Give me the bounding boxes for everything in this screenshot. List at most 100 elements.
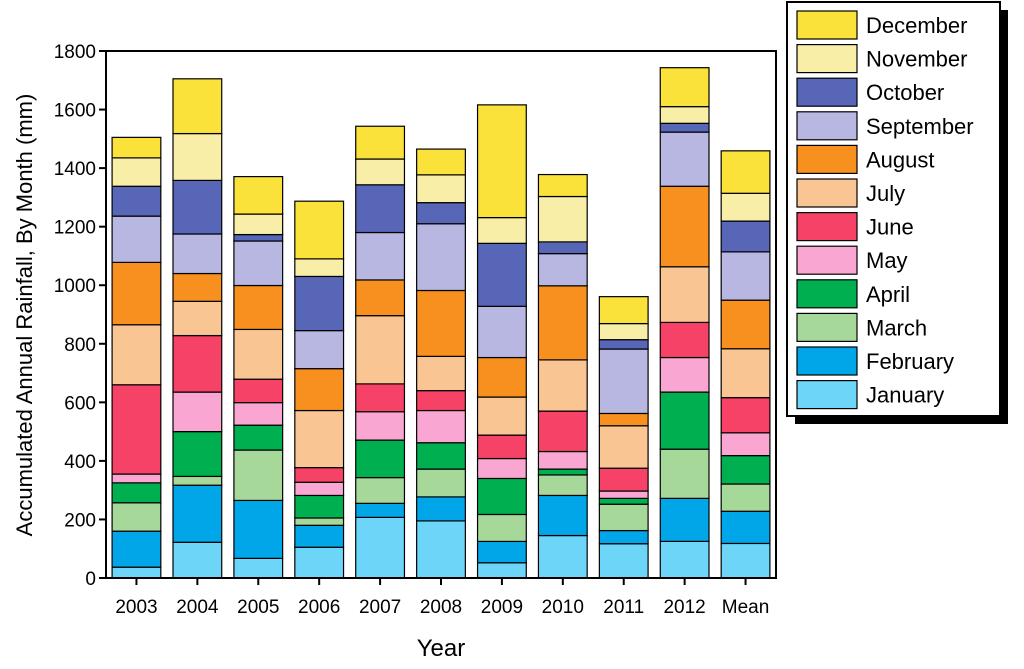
bar-Mean-january (720, 542, 771, 579)
bar-2012-april (659, 391, 710, 450)
y-tick-label: 1800 (54, 42, 96, 63)
bar-2010-april (537, 468, 588, 476)
bar-2010-june (537, 410, 588, 453)
bar-2007-june (355, 383, 406, 413)
bar-2011-june (598, 467, 649, 492)
bar-2012-june (659, 321, 710, 359)
bar-2004-may (172, 391, 223, 433)
bar-2007-july (355, 315, 406, 385)
bar-2004-august (172, 272, 223, 302)
y-axis-label: Accumulated Annual Rainfall, By Month (m… (12, 94, 37, 537)
bar-2010-september (537, 253, 588, 287)
bar-2005-october (233, 233, 284, 242)
bar-2008-may (416, 409, 466, 444)
bar-2004-february (172, 484, 223, 543)
bar-2011-august (598, 412, 649, 427)
bar-2005-april (233, 424, 284, 451)
x-tick-label: 2007 (359, 597, 401, 618)
y-tick-label: 0 (85, 569, 96, 590)
legend-swatch-december (796, 10, 858, 40)
bar-2012-december (659, 67, 710, 108)
legend-swatch-october (796, 77, 858, 107)
bar-2011-september (598, 348, 649, 415)
bar-2008-july (416, 355, 466, 392)
bar-2003-july (111, 324, 162, 386)
x-axis-label: Year (417, 635, 466, 662)
bar-2008-november (416, 174, 466, 204)
bar-2007-december (355, 125, 406, 160)
bar-Mean-november (720, 192, 771, 222)
bar-2003-november (111, 157, 162, 187)
bar-2011-march (598, 503, 649, 532)
legend-label-june: June (866, 215, 914, 240)
bar-2012-july (659, 266, 710, 324)
bar-2003-december (111, 136, 162, 159)
bar-2006-october (294, 275, 345, 332)
bar-2010-july (537, 359, 588, 412)
bar-2005-january (233, 557, 284, 579)
bar-2007-january (355, 516, 406, 579)
bar-2006-november (294, 258, 345, 278)
bar-2007-february (355, 502, 406, 518)
bar-2007-march (355, 476, 406, 504)
x-tick-label: 2011 (603, 597, 644, 618)
x-tick-label: 2004 (176, 597, 219, 618)
bar-2006-december (294, 200, 345, 260)
bar-2003-march (111, 502, 162, 532)
bar-2009-april (476, 477, 527, 516)
bar-2004-november (172, 132, 223, 181)
x-tick-label: 2012 (663, 597, 705, 618)
x-tick-label: 2003 (115, 597, 157, 618)
y-tick-label: 200 (64, 510, 96, 531)
bar-2004-september (172, 233, 223, 275)
bar-2006-june (294, 467, 345, 483)
bar-2009-july (476, 396, 527, 436)
bar-2007-august (355, 279, 406, 317)
bar-2006-march (294, 517, 345, 526)
bar-2009-december (476, 104, 527, 219)
bar-2003-april (111, 482, 162, 504)
bar-2007-april (355, 439, 406, 479)
bar-2012-september (659, 131, 710, 187)
bar-2011-february (598, 529, 649, 545)
bar-2005-february (233, 499, 284, 559)
bar-2008-december (416, 148, 466, 176)
bar-2008-march (416, 468, 466, 498)
bar-2003-october (111, 185, 162, 217)
bar-2010-october (537, 241, 588, 255)
bar-2009-january (476, 562, 527, 579)
bar-2009-may (476, 457, 527, 480)
legend-swatch-march (796, 312, 858, 342)
bar-2012-january (659, 540, 710, 579)
axes-layer: 0 200 400 600 800 1000 1200 1400 1600 1800 2003 200… (54, 42, 770, 618)
bar-Mean-july (720, 348, 771, 399)
bar-2003-june (111, 384, 162, 475)
bar-2011-april (598, 497, 649, 505)
bar-2006-april (294, 494, 345, 519)
y-tick-label: 400 (64, 452, 96, 473)
y-tick-label: 1000 (54, 276, 96, 297)
bar-Mean-may (720, 432, 771, 457)
bar-2012-august (659, 185, 710, 268)
bar-2012-may (659, 356, 710, 393)
legend-label-february: February (866, 349, 954, 374)
legend-swatch-april (796, 279, 858, 309)
legend-swatch-september (796, 111, 858, 141)
legend-swatch-august (796, 144, 858, 174)
bar-2012-march (659, 448, 710, 499)
bar-2009-february (476, 540, 527, 564)
bar-2006-july (294, 409, 345, 469)
bar-Mean-february (720, 510, 771, 545)
bar-2004-october (172, 179, 223, 235)
bar-2003-september (111, 215, 162, 263)
legend-label-july: July (866, 181, 905, 206)
bar-2011-october (598, 339, 649, 350)
legend-label-august: August (866, 147, 935, 172)
bar-2006-september (294, 330, 345, 370)
bar-2005-june (233, 378, 284, 404)
bar-2009-october (476, 242, 527, 307)
bar-2003-february (111, 530, 162, 568)
bar-2012-november (659, 106, 710, 124)
bar-2003-january (111, 566, 162, 579)
